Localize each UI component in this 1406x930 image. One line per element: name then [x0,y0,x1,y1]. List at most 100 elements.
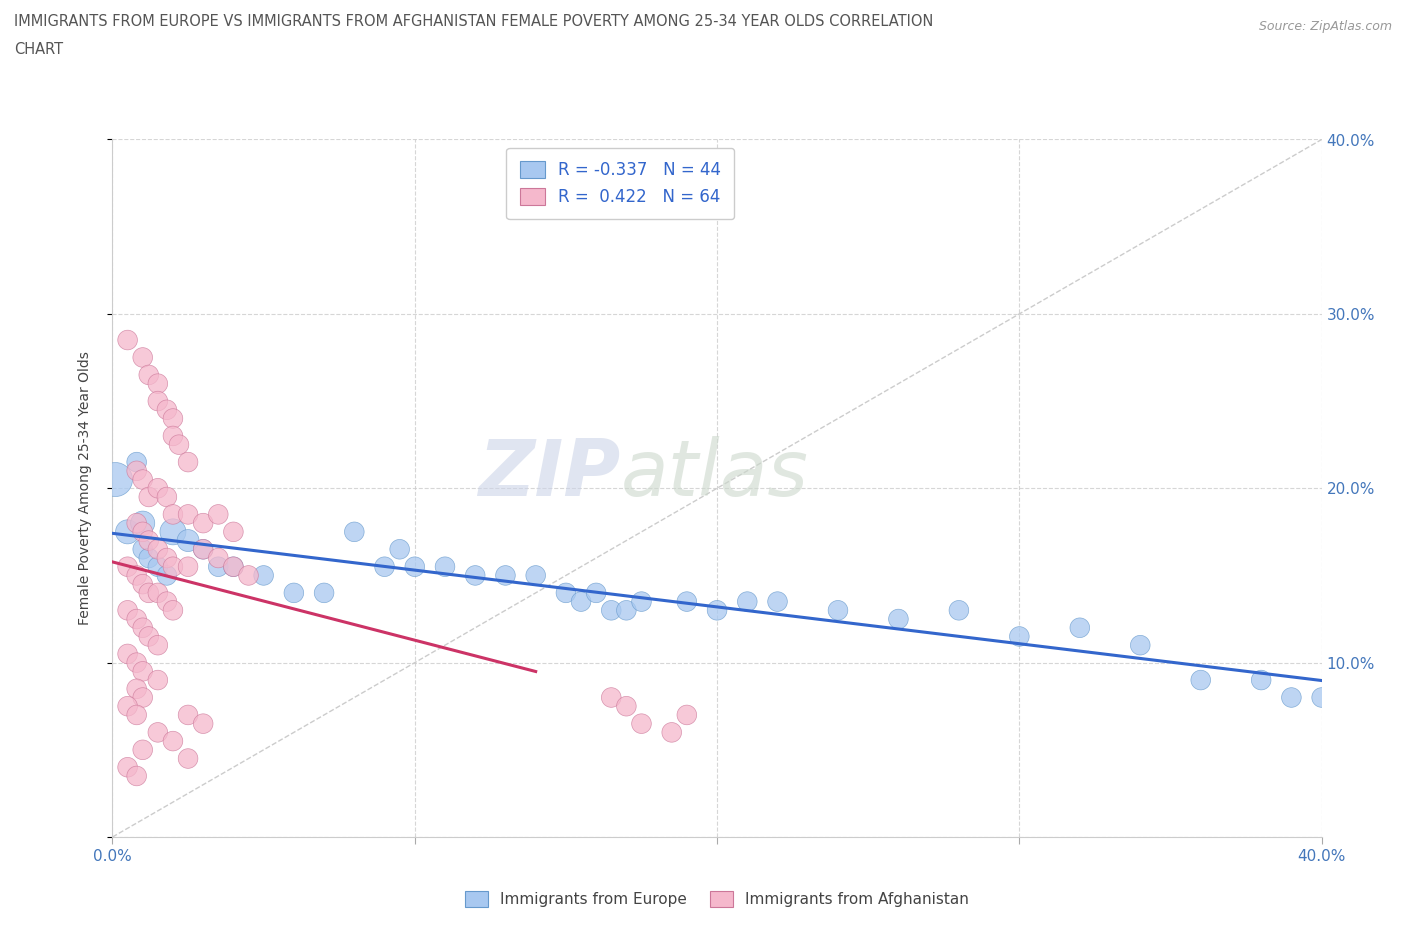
Point [222,559,245,574]
Point [616,698,638,713]
Point [138,586,160,601]
Text: atlas: atlas [620,436,808,512]
Point [146,377,169,392]
Point [125,768,148,783]
Point [404,559,426,574]
Point [630,716,652,731]
Point [138,533,160,548]
Point [125,682,148,697]
Point [132,472,155,487]
Point [569,594,592,609]
Point [146,586,169,601]
Point [132,620,155,635]
Point [125,612,148,627]
Point [162,411,184,426]
Point [146,725,169,740]
Point [132,577,155,591]
Text: Source: ZipAtlas.com: Source: ZipAtlas.com [1258,20,1392,33]
Point [177,751,200,766]
Point [117,760,139,775]
Point [177,507,200,522]
Point [464,568,486,583]
Point [433,559,456,574]
Point [138,489,160,504]
Point [191,542,214,557]
Point [156,551,179,565]
Point [162,734,184,749]
Point [138,629,160,644]
Legend: Immigrants from Europe, Immigrants from Afghanistan: Immigrants from Europe, Immigrants from … [458,884,976,913]
Point [343,525,366,539]
Point [948,603,970,618]
Text: CHART: CHART [14,42,63,57]
Point [191,716,214,731]
Point [191,542,214,557]
Point [104,472,127,487]
Point [600,690,623,705]
Point [283,586,305,601]
Point [146,481,169,496]
Point [495,568,517,583]
Point [162,429,184,444]
Text: ZIP: ZIP [478,436,620,512]
Point [616,603,638,618]
Point [125,708,148,723]
Point [138,367,160,382]
Point [675,708,697,723]
Point [117,603,139,618]
Point [117,333,139,348]
Point [146,638,169,653]
Point [125,656,148,671]
Point [156,568,179,583]
Point [132,525,155,539]
Point [1069,620,1091,635]
Point [374,559,396,574]
Point [1250,672,1272,687]
Point [675,594,697,609]
Point [156,403,179,418]
Point [207,507,229,522]
Point [125,568,148,583]
Point [630,594,652,609]
Point [1189,672,1212,687]
Point [146,559,169,574]
Point [162,603,184,618]
Point [238,568,260,583]
Point [125,463,148,478]
Point [177,559,200,574]
Point [132,742,155,757]
Point [146,672,169,687]
Point [222,559,245,574]
Point [661,725,683,740]
Point [1008,629,1031,644]
Point [117,698,139,713]
Point [132,690,155,705]
Point [253,568,276,583]
Point [207,559,229,574]
Point [827,603,849,618]
Y-axis label: Female Poverty Among 25-34 Year Olds: Female Poverty Among 25-34 Year Olds [77,352,91,625]
Point [177,533,200,548]
Point [524,568,547,583]
Point [191,515,214,530]
Point [207,551,229,565]
Point [132,350,155,365]
Point [554,586,576,601]
Text: IMMIGRANTS FROM EUROPE VS IMMIGRANTS FROM AFGHANISTAN FEMALE POVERTY AMONG 25-34: IMMIGRANTS FROM EUROPE VS IMMIGRANTS FRO… [14,14,934,29]
Point [1129,638,1152,653]
Point [125,455,148,470]
Point [162,559,184,574]
Point [1310,690,1333,705]
Point [737,594,759,609]
Point [585,586,607,601]
Point [117,525,139,539]
Point [146,393,169,408]
Point [162,525,184,539]
Point [314,586,336,601]
Point [177,708,200,723]
Point [125,515,148,530]
Point [706,603,728,618]
Point [132,542,155,557]
Point [156,594,179,609]
Point [132,515,155,530]
